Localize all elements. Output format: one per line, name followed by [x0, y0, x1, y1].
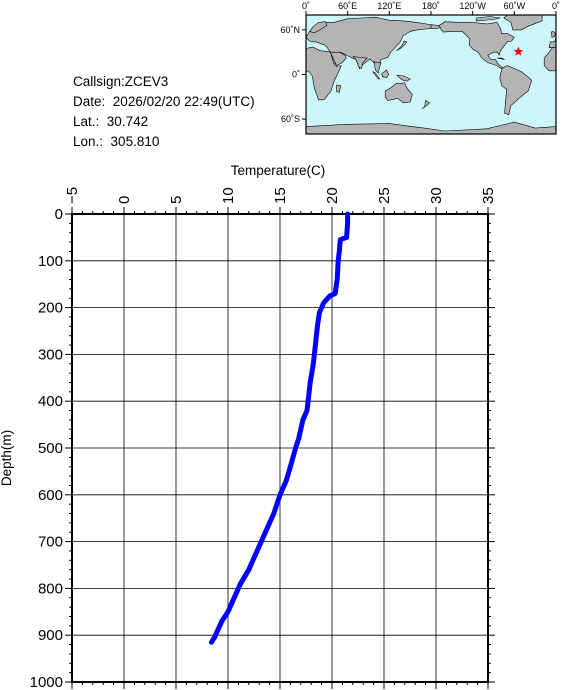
land-mass — [308, 21, 328, 34]
land-mass — [329, 51, 347, 67]
y-tick-label: 1000 — [30, 674, 63, 690]
land-mass — [381, 69, 389, 78]
callsign-value: ZCEV3 — [124, 74, 169, 89]
lat-label: Lat.: — [73, 114, 100, 129]
y-tick-label: 600 — [38, 487, 63, 504]
x-tick-label: 35 — [480, 187, 497, 204]
lat-value: 30.742 — [106, 114, 149, 129]
temperature-profile-line — [208, 211, 351, 645]
land-mass — [475, 16, 501, 22]
y-tick-label: 900 — [38, 627, 63, 644]
station-marker — [513, 46, 524, 56]
map-y-tick-label: 60˚S — [281, 114, 300, 124]
map-x-tick-label: 0˚ — [552, 1, 560, 11]
land-mass — [496, 57, 505, 60]
land-mass — [396, 40, 408, 51]
lon-value: 305.810 — [110, 134, 160, 149]
lon-label: Lon.: — [73, 134, 104, 149]
station-info: Callsign:ZCEV3 Date: 2026/02/20 22:49(UT… — [73, 72, 255, 152]
land-mass — [336, 84, 342, 93]
date-line: Date: 2026/02/20 22:49(UTC) — [73, 92, 255, 112]
land-mass — [305, 46, 342, 101]
lat-line: Lat.: 30.742 — [73, 112, 255, 132]
x-tick-label: 5 — [168, 196, 185, 204]
map-x-tick-label: 0˚ — [302, 1, 310, 11]
land-mass — [430, 24, 443, 29]
y-axis-title: Depth(m) — [0, 430, 14, 486]
y-tick-label: 0 — [55, 206, 63, 223]
x-tick-label: 20 — [324, 187, 341, 204]
land-mass — [384, 82, 413, 104]
x-axis-title: Temperature(C) — [231, 163, 326, 178]
land-mass — [421, 100, 431, 109]
x-tick-label: 15 — [272, 187, 289, 204]
land-mass — [373, 61, 382, 74]
y-tick-label: 700 — [38, 534, 63, 551]
map-y-tick-label: 0˚ — [292, 70, 300, 80]
land-mass — [550, 31, 556, 38]
x-tick-label: −5 — [64, 187, 81, 204]
y-tick-label: 300 — [38, 346, 63, 363]
x-tick-label: 25 — [376, 187, 393, 204]
x-tick-label: 0 — [116, 196, 133, 204]
land-mass — [396, 74, 411, 82]
y-tick-label: 400 — [38, 393, 63, 410]
callsign-line: Callsign:ZCEV3 — [73, 72, 255, 92]
map-x-tick-label: 180˚ — [422, 1, 440, 11]
land-mass — [352, 56, 368, 70]
date-label: Date: — [73, 94, 106, 109]
land-mass — [372, 71, 381, 80]
map-y-tick-label: 60˚N — [280, 25, 300, 35]
map-x-tick-label: 60˚W — [504, 1, 526, 11]
y-tick-label: 200 — [38, 300, 63, 317]
map-x-tick-label: 120˚W — [459, 1, 486, 11]
date-value: 2026/02/20 22:49(UTC) — [112, 94, 255, 109]
land-mass — [438, 21, 515, 69]
plot-frame — [71, 213, 489, 683]
world-map: 0˚ 60˚E 120˚E 180˚ 120˚W 60˚W 0˚ 60˚N 0˚ 60˚S — [280, 1, 560, 135]
x-tick-label: 30 — [428, 187, 445, 204]
y-tick-label: 800 — [38, 580, 63, 597]
y-tick-label: 100 — [38, 253, 63, 270]
x-tick-label: 10 — [220, 187, 237, 204]
callsign-label: Callsign: — [73, 74, 125, 89]
y-tick-label: 500 — [38, 440, 63, 457]
lon-line: Lon.: 305.810 — [73, 132, 255, 152]
map-x-tick-label: 120˚E — [377, 1, 401, 11]
map-x-tick-label: 60˚E — [338, 1, 357, 11]
land-mass — [499, 65, 533, 116]
